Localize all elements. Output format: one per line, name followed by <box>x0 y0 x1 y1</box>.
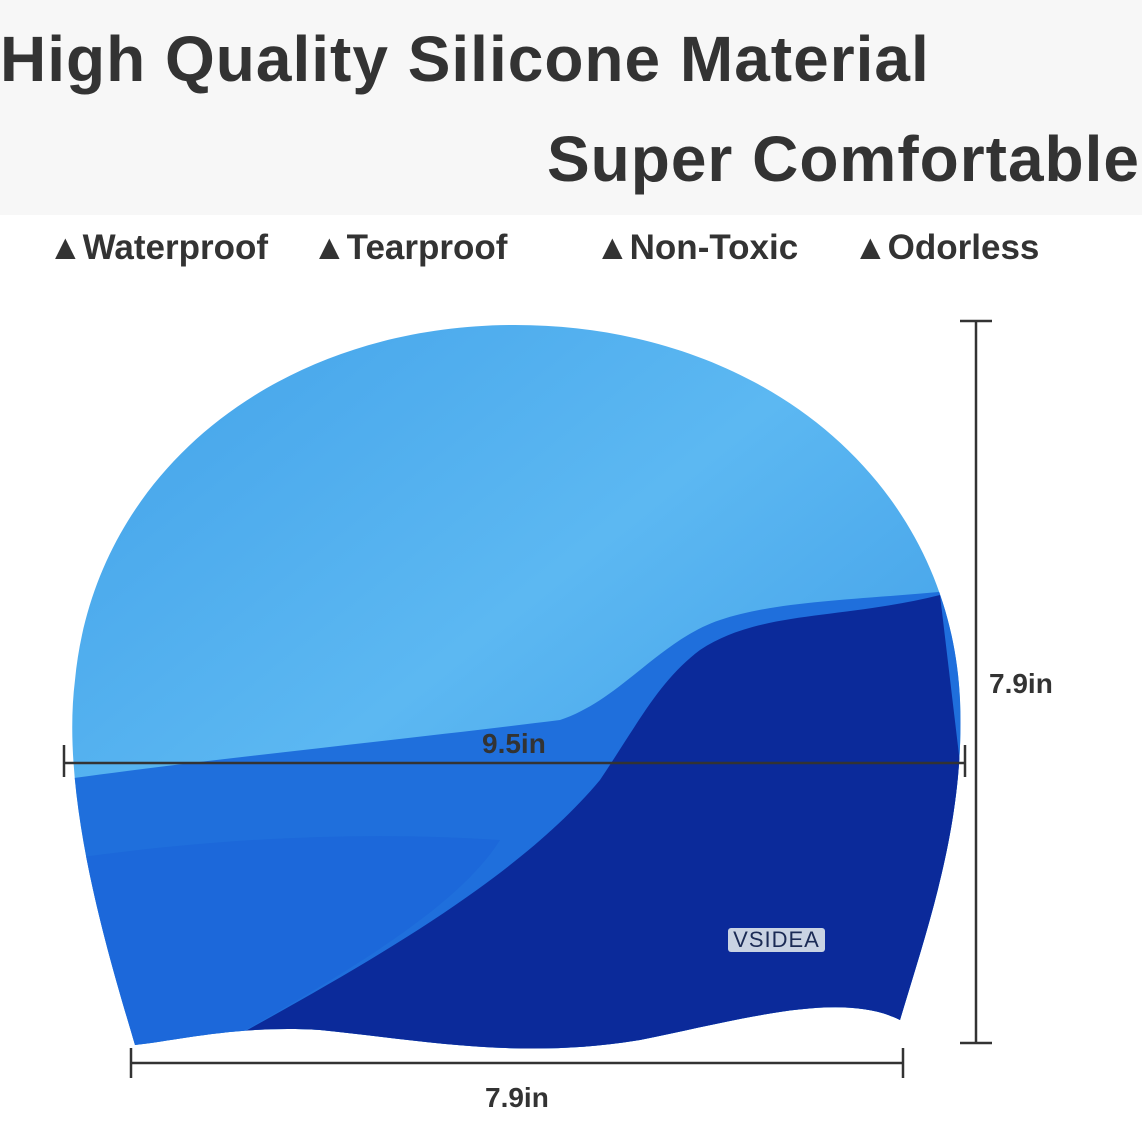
bottom-dimension-label: 7.9in <box>485 1082 549 1113</box>
triangle-icon: ▲ <box>312 228 347 267</box>
subheadline: Super Comfortable <box>546 123 1140 195</box>
feature-tearproof: ▲Tearproof <box>312 228 508 267</box>
triangle-icon: ▲ <box>48 228 83 267</box>
header-banner <box>0 0 1142 215</box>
triangle-icon: ▲ <box>853 228 888 267</box>
feature-non-toxic: ▲Non-Toxic <box>595 228 799 267</box>
feature-waterproof: ▲Waterproof <box>48 228 269 267</box>
width-dimension-label: 9.5in <box>482 728 546 759</box>
triangle-icon: ▲ <box>595 228 630 267</box>
height-dimension-label: 7.9in <box>989 668 1053 699</box>
headline: High Quality Silicone Material <box>0 23 930 95</box>
brand-logo: VSIDEA <box>728 928 825 952</box>
feature-odorless: ▲Odorless <box>853 228 1040 267</box>
